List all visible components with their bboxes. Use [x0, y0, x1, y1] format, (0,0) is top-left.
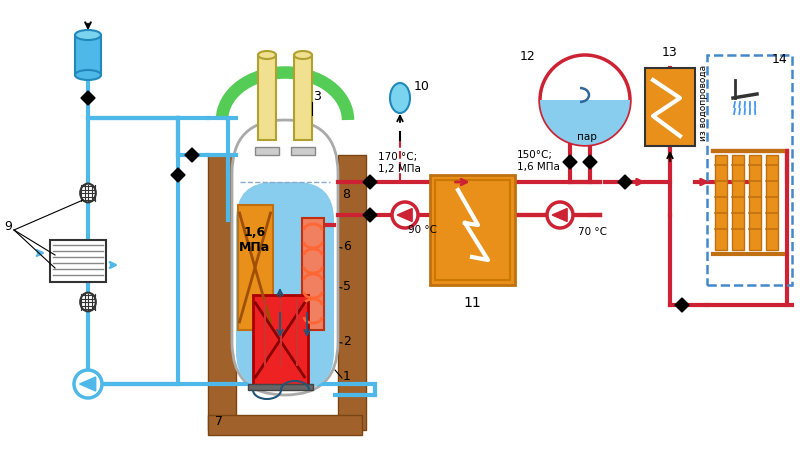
Bar — [258, 55, 276, 140]
Text: 12: 12 — [519, 50, 535, 63]
Ellipse shape — [390, 83, 410, 113]
Ellipse shape — [258, 51, 276, 59]
Text: 8: 8 — [342, 188, 350, 201]
Text: 90 °С: 90 °С — [408, 225, 437, 235]
Text: 70 °С: 70 °С — [578, 227, 607, 237]
Bar — [75, 37, 101, 75]
Bar — [208, 415, 362, 435]
Polygon shape — [618, 175, 632, 189]
Polygon shape — [81, 91, 95, 105]
Bar — [749, 155, 761, 250]
Polygon shape — [79, 377, 96, 391]
Circle shape — [547, 202, 573, 228]
Polygon shape — [363, 175, 377, 189]
Polygon shape — [583, 155, 597, 169]
Bar — [255, 147, 279, 155]
Ellipse shape — [294, 51, 312, 59]
Text: 1: 1 — [343, 370, 351, 383]
FancyBboxPatch shape — [232, 120, 338, 395]
Text: 5: 5 — [343, 280, 351, 293]
Text: 6: 6 — [343, 240, 351, 253]
Bar — [238, 205, 273, 330]
Bar — [247, 384, 313, 390]
Text: 150°С;
1,6 МПа: 150°С; 1,6 МПа — [517, 151, 560, 172]
Text: 14: 14 — [771, 53, 787, 66]
Bar — [732, 155, 744, 250]
Text: 1,6
МПа: 1,6 МПа — [239, 226, 270, 254]
Polygon shape — [397, 208, 412, 222]
Text: 11: 11 — [464, 296, 482, 310]
Bar — [435, 180, 510, 280]
Ellipse shape — [80, 293, 96, 311]
Bar — [707, 55, 792, 285]
Polygon shape — [675, 298, 689, 312]
Bar — [715, 155, 727, 250]
Text: пар: пар — [577, 132, 597, 142]
Text: из водопровода: из водопровода — [699, 65, 708, 141]
Bar — [645, 68, 695, 146]
Ellipse shape — [75, 30, 101, 40]
Text: 2: 2 — [343, 335, 351, 348]
Polygon shape — [171, 168, 185, 182]
Text: 13: 13 — [662, 46, 678, 59]
Bar — [766, 155, 778, 250]
Bar — [294, 55, 312, 140]
Ellipse shape — [80, 184, 96, 202]
Circle shape — [392, 202, 418, 228]
Text: 9: 9 — [4, 220, 12, 233]
Bar — [302, 218, 324, 330]
Bar — [291, 147, 315, 155]
Polygon shape — [185, 148, 199, 162]
Circle shape — [74, 370, 102, 398]
Bar — [50, 240, 106, 282]
Bar — [338, 155, 366, 430]
Text: 10: 10 — [414, 80, 430, 93]
Bar — [430, 175, 515, 285]
Polygon shape — [552, 208, 567, 222]
Bar — [208, 155, 236, 430]
Ellipse shape — [75, 70, 101, 80]
Text: 3: 3 — [313, 90, 321, 103]
Text: 7: 7 — [215, 415, 223, 428]
Polygon shape — [363, 208, 377, 222]
FancyBboxPatch shape — [236, 182, 334, 390]
Bar — [253, 295, 307, 385]
Polygon shape — [540, 100, 630, 145]
Text: 170 °С;
1,2 МПа: 170 °С; 1,2 МПа — [378, 152, 421, 174]
Polygon shape — [563, 155, 577, 169]
